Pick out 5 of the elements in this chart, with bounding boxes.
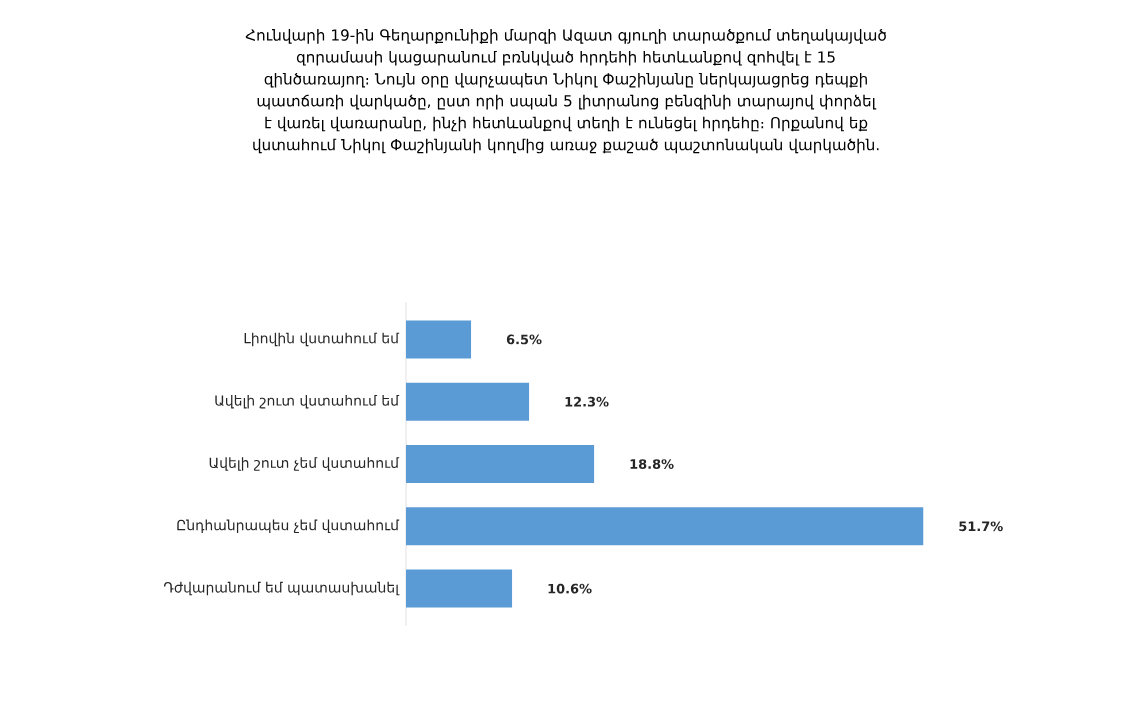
bar: [406, 320, 472, 359]
bar: [406, 445, 595, 484]
bar: [406, 569, 513, 608]
bar: [406, 507, 924, 546]
bar: [406, 382, 530, 421]
